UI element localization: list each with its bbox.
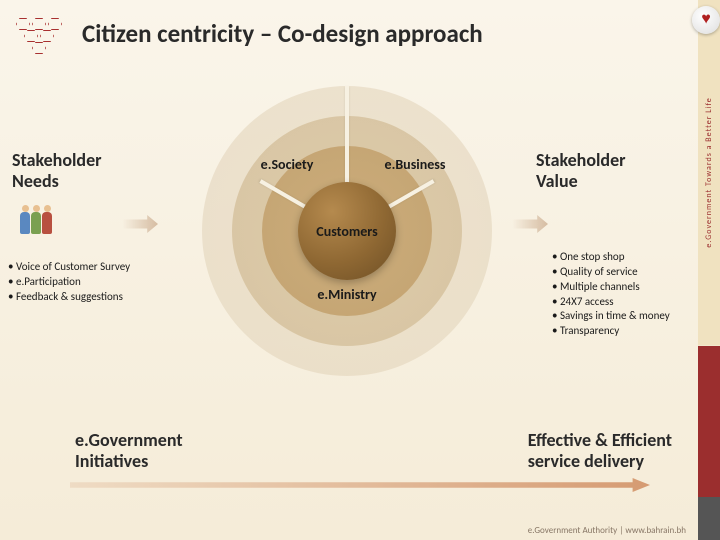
stakeholder-needs-l2: Needs <box>12 171 162 192</box>
core-label: Customers <box>316 223 377 240</box>
right-bullets: One stop shop Quality of service Multipl… <box>552 250 692 339</box>
sidebar-grey-block <box>698 497 720 540</box>
bottom-right-l1: Effective & Efficient <box>528 430 672 451</box>
left-bullet-1: e.Participation <box>8 275 163 290</box>
people-icon <box>20 204 58 234</box>
sidebar: e.Government Towards a Better Life <box>698 0 720 540</box>
flow-arrow-right-icon <box>512 215 548 233</box>
stakeholder-needs-l1: Stakeholder <box>12 150 162 171</box>
sidebar-red-block <box>698 346 720 497</box>
right-bullet-1: Quality of service <box>552 265 692 280</box>
left-bullet-0: Voice of Customer Survey <box>8 260 163 275</box>
stakeholder-needs-block: Stakeholder Needs <box>12 150 162 191</box>
bottom-right-l2: service delivery <box>528 451 672 472</box>
concentric-diagram: e.Society e.Business e.Ministry Customer… <box>202 86 492 376</box>
sidebar-tagline: e.Government Towards a Better Life <box>698 0 720 346</box>
heart-logo-icon <box>692 6 720 34</box>
divider-top <box>345 86 349 186</box>
flow-arrow-left-icon <box>122 215 158 233</box>
page-title: Citizen centricity – Co-design approach <box>82 18 483 49</box>
left-bullets: Voice of Customer Survey e.Participation… <box>8 260 163 305</box>
bottom-left-label: e.Government Initiatives <box>75 430 183 471</box>
right-bullet-3: 24X7 access <box>552 295 692 310</box>
stakeholder-value-l2: Value <box>536 171 686 192</box>
hex-logo <box>14 14 64 52</box>
bottom-flow-arrow-icon <box>70 478 650 492</box>
core-circle: Customers <box>298 182 396 280</box>
right-bullet-4: Savings in time & money <box>552 309 692 324</box>
title-bar: Citizen centricity – Co-design approach <box>14 14 696 52</box>
bottom-left-l1: e.Government <box>75 430 183 451</box>
right-bullet-2: Multiple channels <box>552 280 692 295</box>
segment-eministry: e.Ministry <box>302 286 392 303</box>
right-bullet-0: One stop shop <box>552 250 692 265</box>
segment-ebusiness: e.Business <box>370 156 460 173</box>
stakeholder-value-l1: Stakeholder <box>536 150 686 171</box>
right-bullet-5: Transparency <box>552 324 692 339</box>
bottom-right-label: Effective & Efficient service delivery <box>528 430 672 471</box>
footer-text: e.Government Authority | www.bahrain.bh <box>528 525 686 536</box>
bottom-left-l2: Initiatives <box>75 451 183 472</box>
stakeholder-value-block: Stakeholder Value <box>536 150 686 191</box>
segment-esociety: e.Society <box>242 156 332 173</box>
left-bullet-2: Feedback & suggestions <box>8 290 163 305</box>
